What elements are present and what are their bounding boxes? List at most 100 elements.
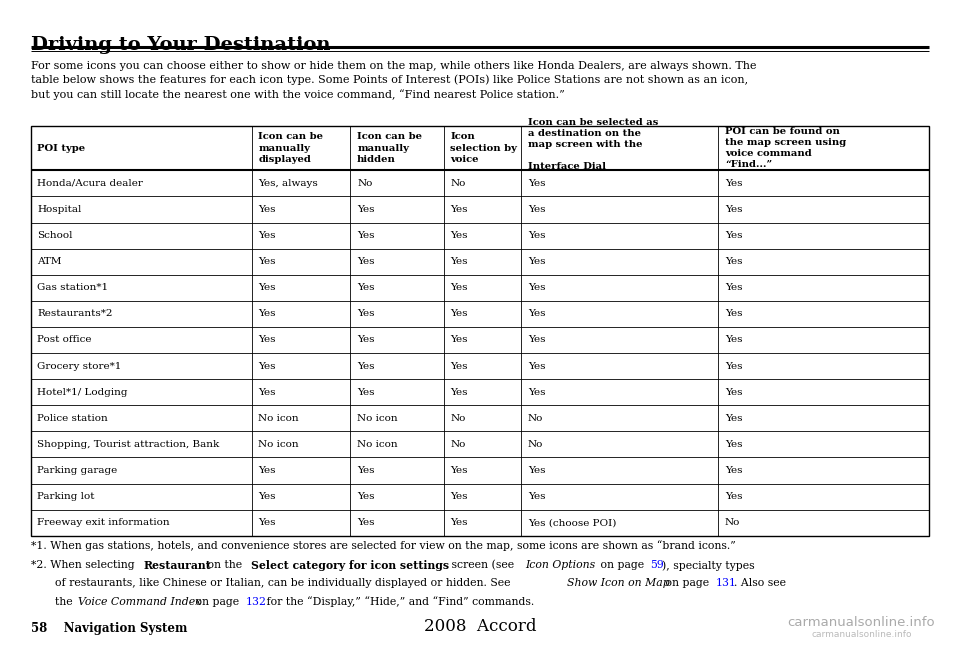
Text: on page: on page — [662, 578, 713, 588]
Text: Yes: Yes — [258, 362, 276, 371]
Text: the: the — [55, 597, 76, 607]
Text: Yes: Yes — [450, 309, 468, 318]
Text: Yes: Yes — [258, 231, 276, 240]
Text: Yes: Yes — [450, 362, 468, 371]
Text: Yes: Yes — [450, 283, 468, 292]
Text: No: No — [725, 518, 740, 527]
Text: Yes: Yes — [450, 518, 468, 527]
Text: Yes: Yes — [725, 309, 742, 318]
Text: Yes: Yes — [725, 257, 742, 266]
Text: Yes: Yes — [528, 257, 545, 266]
Text: Restaurants*2: Restaurants*2 — [37, 309, 113, 318]
Text: 58    Navigation System: 58 Navigation System — [31, 622, 187, 635]
Text: 59: 59 — [650, 560, 664, 570]
Text: Yes: Yes — [725, 388, 742, 397]
Text: No: No — [528, 440, 543, 449]
Text: *2. When selecting: *2. When selecting — [31, 560, 138, 570]
Text: Yes: Yes — [528, 283, 545, 292]
Text: Yes: Yes — [357, 492, 374, 501]
Text: Yes: Yes — [357, 231, 374, 240]
Text: Yes: Yes — [258, 257, 276, 266]
Text: Select category for icon settings: Select category for icon settings — [252, 560, 449, 571]
Text: Icon can be
manually
hidden: Icon can be manually hidden — [357, 132, 422, 164]
Text: Grocery store*1: Grocery store*1 — [37, 362, 122, 371]
Text: Yes: Yes — [528, 231, 545, 240]
Text: Honda/Acura dealer: Honda/Acura dealer — [37, 179, 143, 188]
Text: Yes: Yes — [357, 466, 374, 475]
Text: Yes, always: Yes, always — [258, 179, 318, 188]
Text: of restaurants, like Chinese or Italian, can be individually displayed or hidden: of restaurants, like Chinese or Italian,… — [55, 578, 514, 588]
Text: Yes: Yes — [357, 518, 374, 527]
Text: POI type: POI type — [37, 143, 85, 153]
Bar — [31, 126, 929, 536]
Text: carmanualsonline.info: carmanualsonline.info — [811, 629, 912, 639]
Text: Yes: Yes — [725, 283, 742, 292]
Text: Yes: Yes — [725, 231, 742, 240]
Text: ), specialty types: ), specialty types — [662, 560, 755, 571]
Text: Yes: Yes — [528, 179, 545, 188]
Text: *1. When gas stations, hotels, and convenience stores are selected for view on t: *1. When gas stations, hotels, and conve… — [31, 540, 735, 551]
Text: ATM: ATM — [37, 257, 62, 266]
Text: on page: on page — [597, 560, 647, 570]
Text: Shopping, Tourist attraction, Bank: Shopping, Tourist attraction, Bank — [37, 440, 220, 449]
Text: Yes: Yes — [258, 518, 276, 527]
Text: Yes: Yes — [528, 362, 545, 371]
Text: Gas station*1: Gas station*1 — [37, 283, 108, 292]
Text: Show Icon on Map: Show Icon on Map — [567, 578, 670, 588]
Text: Yes: Yes — [258, 205, 276, 214]
Text: 2008  Accord: 2008 Accord — [423, 618, 537, 635]
Text: Yes: Yes — [357, 335, 374, 345]
Text: Yes: Yes — [357, 205, 374, 214]
Text: on the: on the — [204, 560, 245, 570]
Text: POI can be found on
the map screen using
voice command
“Find...”: POI can be found on the map screen using… — [725, 127, 846, 169]
Text: Yes: Yes — [450, 466, 468, 475]
Text: Yes: Yes — [528, 309, 545, 318]
Text: Yes: Yes — [725, 205, 742, 214]
Text: No icon: No icon — [258, 414, 299, 423]
Text: Icon can be
manually
displayed: Icon can be manually displayed — [258, 132, 324, 164]
Text: No icon: No icon — [357, 414, 397, 423]
Text: Yes: Yes — [725, 179, 742, 188]
Text: Yes: Yes — [725, 362, 742, 371]
Text: Yes: Yes — [528, 492, 545, 501]
Text: Post office: Post office — [37, 335, 92, 345]
Text: For some icons you can choose either to show or hide them on the map, while othe: For some icons you can choose either to … — [31, 61, 756, 100]
Text: Yes (choose POI): Yes (choose POI) — [528, 518, 616, 527]
Text: Yes: Yes — [450, 335, 468, 345]
Text: No: No — [450, 440, 466, 449]
Text: 132: 132 — [245, 597, 266, 607]
Text: Hospital: Hospital — [37, 205, 82, 214]
Text: Yes: Yes — [357, 362, 374, 371]
Text: No icon: No icon — [357, 440, 397, 449]
Text: Yes: Yes — [450, 231, 468, 240]
Text: for the “Display,” “Hide,” and “Find” commands.: for the “Display,” “Hide,” and “Find” co… — [263, 597, 535, 607]
Text: Yes: Yes — [357, 309, 374, 318]
Text: Parking garage: Parking garage — [37, 466, 118, 475]
Text: School: School — [37, 231, 73, 240]
Text: Yes: Yes — [725, 414, 742, 423]
Text: No: No — [450, 179, 466, 188]
Text: Icon
selection by
voice: Icon selection by voice — [450, 132, 517, 164]
Text: Yes: Yes — [528, 335, 545, 345]
Text: Yes: Yes — [528, 466, 545, 475]
Text: No: No — [357, 179, 372, 188]
Text: Yes: Yes — [725, 440, 742, 449]
Text: Yes: Yes — [450, 257, 468, 266]
Text: Yes: Yes — [357, 388, 374, 397]
Text: Yes: Yes — [725, 335, 742, 345]
Text: Yes: Yes — [725, 492, 742, 501]
Text: Yes: Yes — [258, 466, 276, 475]
Text: No icon: No icon — [258, 440, 299, 449]
Text: Yes: Yes — [450, 205, 468, 214]
Text: Yes: Yes — [528, 205, 545, 214]
Text: Police station: Police station — [37, 414, 108, 423]
Text: Yes: Yes — [258, 309, 276, 318]
Text: Parking lot: Parking lot — [37, 492, 95, 501]
Text: 131: 131 — [716, 578, 737, 588]
Text: Voice Command Index: Voice Command Index — [79, 597, 202, 607]
Text: Yes: Yes — [450, 492, 468, 501]
Text: on page: on page — [192, 597, 242, 607]
Text: Icon Options: Icon Options — [525, 560, 595, 570]
Text: Yes: Yes — [450, 388, 468, 397]
Text: No: No — [528, 414, 543, 423]
